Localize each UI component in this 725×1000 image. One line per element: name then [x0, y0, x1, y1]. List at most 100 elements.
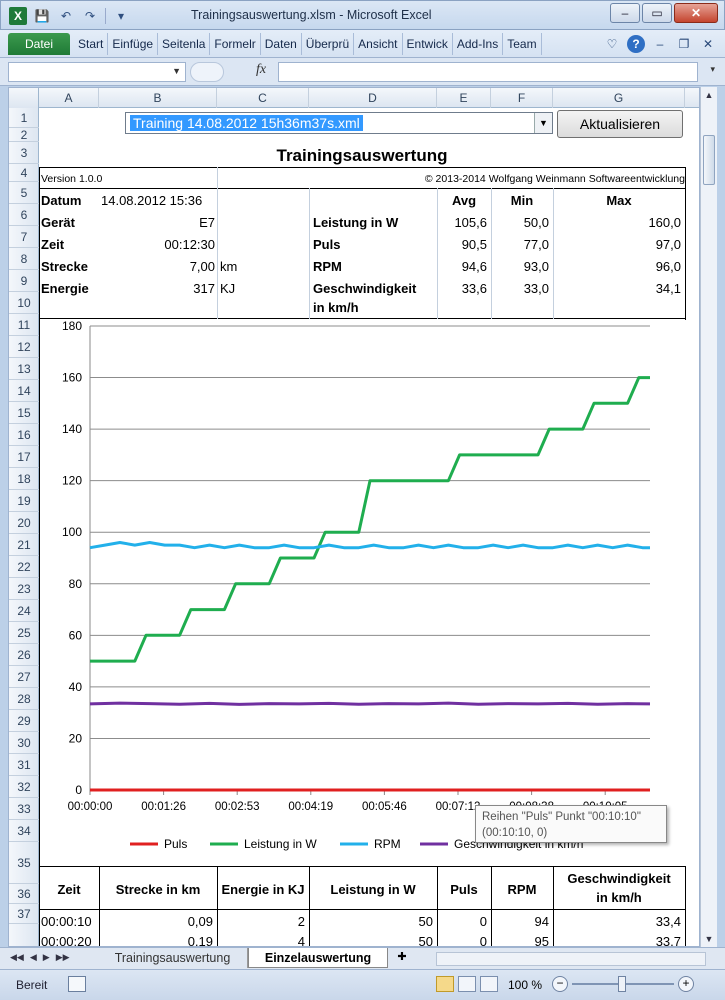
row-header[interactable]: 36 — [9, 884, 39, 904]
row-header[interactable]: 16 — [9, 424, 39, 446]
last-sheet-icon[interactable]: ▶▶ — [55, 952, 70, 962]
workbook-minimize-icon[interactable]: – — [656, 37, 664, 51]
scroll-down-icon[interactable]: ▼ — [704, 934, 714, 944]
zoom-in-icon[interactable]: + — [678, 976, 694, 992]
row-header[interactable]: 12 — [9, 336, 39, 358]
table-cell-geschwindigkeit[interactable]: 33,7 — [655, 934, 681, 947]
macro-record-icon[interactable] — [68, 976, 86, 992]
undo-icon[interactable]: ↶ — [60, 9, 72, 23]
page-break-view-icon[interactable] — [480, 976, 498, 992]
column-header-d[interactable]: D — [309, 88, 437, 108]
row-header[interactable]: 18 — [9, 468, 39, 490]
table-cell-zeit[interactable]: 00:00:20 — [41, 934, 92, 947]
vertical-scrollbar[interactable]: ▲ ▼ — [700, 87, 717, 947]
customize-toolbar-icon[interactable]: ▾ — [117, 9, 125, 23]
tab-addins[interactable]: Add-Ins — [453, 33, 504, 55]
tab-view[interactable]: Ansicht — [354, 33, 403, 55]
row-header[interactable]: 28 — [9, 688, 39, 710]
tab-review[interactable]: Überprü — [302, 33, 355, 55]
excel-logo-icon[interactable]: X — [9, 7, 27, 25]
column-header-f[interactable]: F — [491, 88, 553, 108]
workbook-close-icon[interactable]: ✕ — [702, 37, 714, 51]
workbook-restore-icon[interactable]: ❐ — [678, 37, 690, 51]
table-cell-leistung[interactable]: 50 — [418, 934, 433, 947]
tab-team[interactable]: Team — [503, 33, 542, 55]
table-cell-energie[interactable]: 2 — [297, 914, 305, 929]
expand-formula-bar-icon[interactable]: ▾ — [710, 64, 715, 74]
row-header[interactable]: 21 — [9, 534, 39, 556]
minimize-ribbon-icon[interactable]: ♡ — [606, 37, 618, 51]
table-cell-rpm[interactable]: 94 — [534, 914, 549, 929]
scrollbar-thumb[interactable] — [703, 135, 715, 185]
table-cell-strecke[interactable]: 0,09 — [187, 914, 213, 929]
chevron-down-icon[interactable]: ▼ — [172, 66, 181, 76]
horizontal-scrollbar[interactable] — [436, 952, 706, 966]
name-box[interactable]: ▼ — [8, 62, 186, 82]
row-header[interactable]: 3 — [9, 142, 39, 164]
formula-input[interactable] — [278, 62, 698, 82]
row-header[interactable]: 32 — [9, 776, 39, 798]
maximize-icon[interactable]: ▭ — [642, 3, 672, 23]
redo-icon[interactable]: ↷ — [84, 9, 96, 23]
column-header-c[interactable]: C — [217, 88, 309, 108]
help-icon[interactable]: ? — [627, 35, 645, 53]
table-cell-leistung[interactable]: 50 — [418, 914, 433, 929]
row-header[interactable]: 1 — [9, 108, 39, 128]
row-header[interactable]: 33 — [9, 798, 39, 820]
row-header[interactable]: 26 — [9, 644, 39, 666]
table-cell-zeit[interactable]: 00:00:10 — [41, 914, 92, 929]
minimize-icon[interactable]: – — [610, 3, 640, 23]
row-header[interactable]: 19 — [9, 490, 39, 512]
column-header-e[interactable]: E — [437, 88, 491, 108]
row-header[interactable]: 15 — [9, 402, 39, 424]
zoom-slider-knob[interactable] — [618, 976, 626, 992]
save-icon[interactable]: 💾 — [34, 9, 50, 23]
table-cell-geschwindigkeit[interactable]: 33,4 — [655, 914, 681, 929]
row-header[interactable]: 5 — [9, 182, 39, 204]
row-header[interactable]: 8 — [9, 248, 39, 270]
row-header[interactable]: 30 — [9, 732, 39, 754]
insert-sheet-icon[interactable]: ✚ — [397, 951, 407, 963]
table-cell-strecke[interactable]: 0,19 — [187, 934, 213, 947]
page-layout-view-icon[interactable] — [458, 976, 476, 992]
row-header[interactable]: 6 — [9, 204, 39, 226]
refresh-button[interactable]: Aktualisieren — [557, 110, 683, 138]
tab-data[interactable]: Daten — [261, 33, 302, 55]
tab-start[interactable]: Start — [74, 33, 109, 55]
row-header[interactable]: 7 — [9, 226, 39, 248]
row-header[interactable]: 27 — [9, 666, 39, 688]
tab-file[interactable]: Datei — [8, 33, 70, 55]
first-sheet-icon[interactable]: ◀◀ — [10, 952, 24, 962]
row-header[interactable]: 25 — [9, 622, 39, 644]
row-header[interactable]: 37 — [9, 904, 39, 924]
zoom-out-icon[interactable]: − — [552, 976, 568, 992]
row-header[interactable]: 24 — [9, 600, 39, 622]
table-cell-puls[interactable]: 0 — [479, 934, 487, 947]
column-header-a[interactable]: A — [39, 88, 99, 108]
training-line-chart[interactable]: 0 20 40 60 80 100 120 140 160 180 00:00:00 00:01:2… — [40, 320, 696, 866]
row-header[interactable]: 17 — [9, 446, 39, 468]
row-header[interactable]: 10 — [9, 292, 39, 314]
table-cell-puls[interactable]: 0 — [479, 914, 487, 929]
row-header[interactable]: 9 — [9, 270, 39, 292]
tab-formulas[interactable]: Formelr — [210, 33, 261, 55]
row-header[interactable]: 34 — [9, 820, 39, 842]
worksheet-grid[interactable]: A B C D E F G 1 2 3 4 5 6 7 8 9 10 11 12 13 14 15 16 17 1… — [8, 87, 700, 947]
close-icon[interactable]: ✕ — [674, 3, 718, 23]
column-header-g[interactable]: G — [553, 88, 685, 108]
row-header[interactable]: 31 — [9, 754, 39, 776]
sheet-tab-einzelauswertung[interactable]: Einzelauswertung — [248, 948, 388, 968]
row-header[interactable]: 14 — [9, 380, 39, 402]
scroll-up-icon[interactable]: ▲ — [704, 90, 714, 100]
zoom-level[interactable]: 100 % — [508, 978, 543, 992]
normal-view-icon[interactable] — [436, 976, 454, 992]
sheet-tab-trainingsauswertung[interactable]: Trainingsauswertung — [98, 948, 248, 968]
row-header[interactable]: 29 — [9, 710, 39, 732]
tab-page-layout[interactable]: Seitenla — [158, 33, 211, 55]
row-header[interactable]: 4 — [9, 164, 39, 182]
row-header[interactable]: 23 — [9, 578, 39, 600]
file-select-dropdown[interactable]: Training 14.08.2012 15h36m37s.xml ▼ — [125, 112, 553, 134]
column-header-b[interactable]: B — [99, 88, 217, 108]
next-sheet-icon[interactable]: ▶ — [42, 952, 50, 962]
row-header[interactable]: 13 — [9, 358, 39, 380]
